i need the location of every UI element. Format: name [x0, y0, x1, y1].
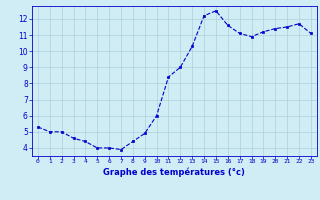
- X-axis label: Graphe des températures (°c): Graphe des températures (°c): [103, 167, 245, 177]
